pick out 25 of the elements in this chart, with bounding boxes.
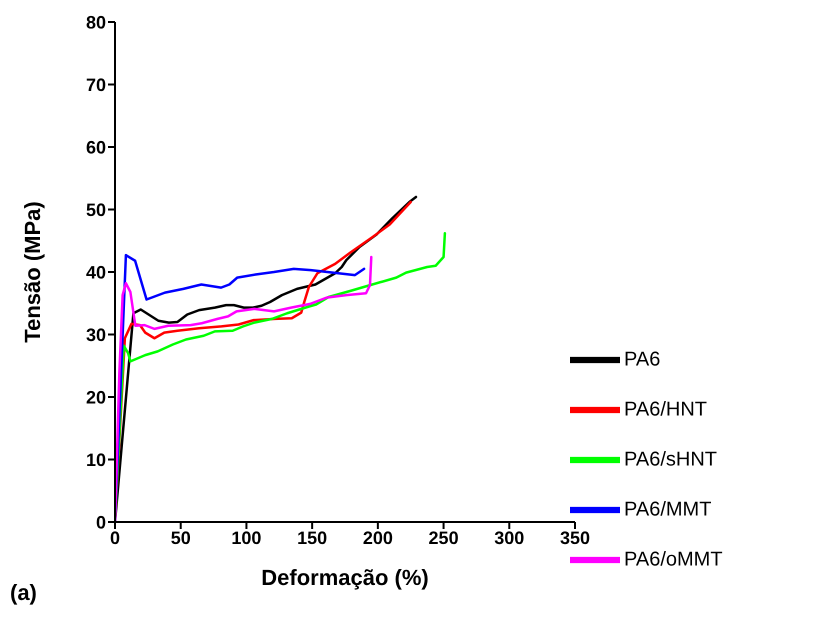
x-tick-label: 100 (231, 528, 262, 548)
legend-label: PA6/oMMT (624, 548, 723, 570)
legend-label: PA6 (624, 348, 660, 370)
y-tick-label: 30 (86, 324, 106, 345)
x-tick-label: 350 (560, 528, 590, 548)
x-tick-label: 0 (110, 528, 120, 548)
y-tick-label: 60 (86, 137, 106, 158)
y-tick-label: 0 (96, 512, 106, 532)
x-axis-title: Deformação (%) (261, 565, 429, 590)
x-tick-label: 250 (428, 528, 459, 548)
y-tick-label: 40 (86, 262, 106, 282)
x-tick-label: 300 (494, 528, 524, 548)
y-axis-title: Tensão (MPa) (20, 201, 45, 343)
legend-label: PA6/sHNT (624, 448, 717, 470)
x-tick-label: 50 (170, 528, 191, 548)
text: (a) (10, 580, 37, 606)
y-tick-label: 50 (86, 200, 106, 220)
y-tick-label: 70 (86, 74, 106, 95)
legend-label: PA6/HNT (624, 398, 707, 420)
y-tick-label: 80 (86, 12, 106, 32)
x-tick-label: 200 (362, 528, 393, 548)
y-tick-label: 10 (86, 450, 106, 470)
legend-label: PA6/MMT (624, 498, 712, 520)
x-tick-label: 150 (297, 528, 328, 548)
y-tick-label: 20 (86, 387, 106, 408)
